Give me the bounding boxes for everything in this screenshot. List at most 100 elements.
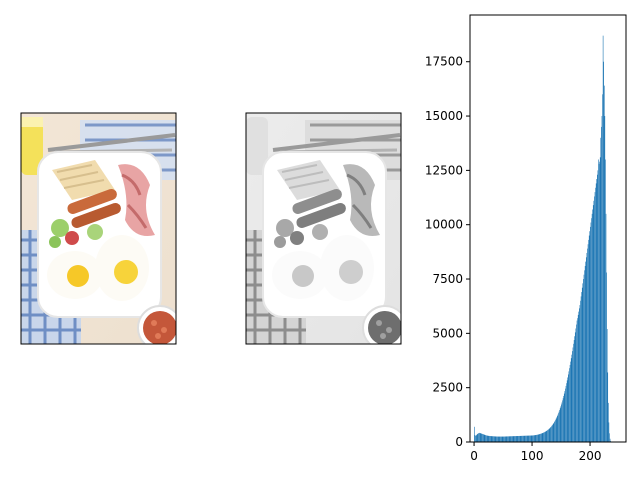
histogram-bar	[520, 435, 522, 442]
histogram-bar	[608, 402, 609, 442]
histogram-bar	[554, 420, 556, 442]
histogram-bar	[566, 383, 567, 442]
histogram-bar	[541, 433, 542, 442]
histogram-bar	[499, 436, 501, 442]
histogram-bar	[543, 432, 544, 442]
histogram-bar	[501, 436, 502, 442]
histogram-bar	[527, 435, 529, 442]
histogram-bar	[563, 393, 565, 442]
histogram-bar	[533, 435, 535, 442]
histogram-bar	[511, 436, 513, 442]
histogram-bar	[479, 433, 481, 442]
histogram-bar	[606, 329, 608, 442]
histogram-bar	[588, 239, 589, 442]
histogram-bar	[574, 336, 575, 442]
histogram-bar	[584, 270, 585, 442]
y-tick-label: 12500	[425, 163, 463, 177]
histogram-bar	[521, 435, 523, 442]
histogram-bar	[558, 411, 560, 442]
histogram-bar	[594, 196, 595, 442]
histogram-bar	[552, 424, 553, 442]
histogram-bar	[490, 436, 492, 442]
histogram-bar	[609, 433, 610, 442]
histogram-bar	[602, 35, 604, 442]
histogram-bar	[505, 436, 507, 442]
histogram-bar	[585, 261, 587, 442]
histogram-bar	[533, 435, 534, 442]
histogram-bar	[567, 377, 569, 442]
histogram-bar	[502, 436, 504, 442]
histogram-bar	[482, 433, 483, 442]
histogram-bar	[609, 438, 611, 442]
histogram-bar	[500, 436, 501, 442]
histogram-bar	[562, 398, 564, 442]
histogram-bar	[570, 358, 572, 442]
histogram-bar	[607, 372, 609, 442]
histogram-bar	[550, 427, 551, 442]
histogram-bar	[598, 163, 600, 442]
histogram-bar	[546, 430, 548, 442]
histogram-bar	[483, 434, 484, 442]
histogram-bar	[493, 436, 495, 442]
histogram-bar	[569, 364, 571, 442]
histogram-bar	[557, 414, 559, 442]
histogram-bar	[559, 408, 561, 442]
histogram-bar	[530, 435, 532, 442]
histogram-bar	[553, 422, 555, 442]
histogram-bar	[493, 436, 494, 442]
histogram-bar	[565, 388, 566, 442]
histogram-bar	[521, 435, 522, 442]
histogram-bar	[504, 436, 505, 442]
histogram-bar	[543, 432, 545, 442]
histogram-bar	[572, 347, 574, 442]
histogram-bar	[483, 434, 485, 442]
histogram-bar	[579, 305, 581, 442]
histogram-bar	[540, 433, 542, 442]
histogram-bar	[588, 235, 590, 442]
histogram-bar	[600, 137, 602, 443]
histogram-bar	[584, 265, 586, 442]
histogram-bars	[474, 35, 611, 443]
histogram-bar	[478, 433, 480, 442]
histogram-bar	[583, 274, 585, 442]
histogram-bar	[558, 413, 559, 442]
histogram-bar	[503, 436, 504, 442]
histogram-bar	[478, 433, 479, 442]
histogram-bar	[486, 435, 488, 442]
histogram-bar	[540, 433, 541, 442]
histogram-bar	[605, 213, 607, 442]
histogram-bar	[485, 435, 486, 442]
y-tick-label: 7500	[432, 272, 463, 286]
histogram-bar	[554, 421, 555, 442]
color-photo-frame	[20, 112, 177, 345]
histogram-bar	[476, 434, 477, 442]
histogram-bar	[477, 433, 479, 442]
histogram-bar	[542, 432, 544, 442]
histogram-bar	[490, 436, 491, 442]
histogram-bar	[610, 440, 611, 442]
histogram-bar	[518, 436, 519, 442]
histogram-bar	[578, 311, 580, 442]
histogram-bar	[582, 283, 584, 442]
histogram-bar	[581, 287, 583, 442]
histogram-bar	[596, 179, 598, 443]
histogram-bar	[498, 436, 500, 442]
histogram-bar	[576, 320, 578, 442]
histogram-bar	[516, 436, 517, 442]
histogram-bar	[597, 170, 599, 442]
histogram-bar	[525, 435, 526, 442]
histogram-bar	[509, 436, 511, 442]
histogram-bar	[545, 431, 547, 442]
histogram-bar	[556, 417, 558, 442]
histogram-bar	[506, 436, 508, 442]
histogram-bar	[552, 423, 554, 442]
histogram-bar	[523, 435, 524, 442]
x-tick-label: 100	[521, 449, 544, 463]
histogram-bar	[566, 380, 568, 442]
histogram-bar	[568, 374, 569, 442]
x-tick-label: 0	[470, 449, 478, 463]
histogram-bar	[528, 435, 530, 442]
histogram-bar	[575, 328, 577, 442]
histogram-bar	[534, 435, 536, 442]
histogram-bar	[581, 292, 582, 442]
